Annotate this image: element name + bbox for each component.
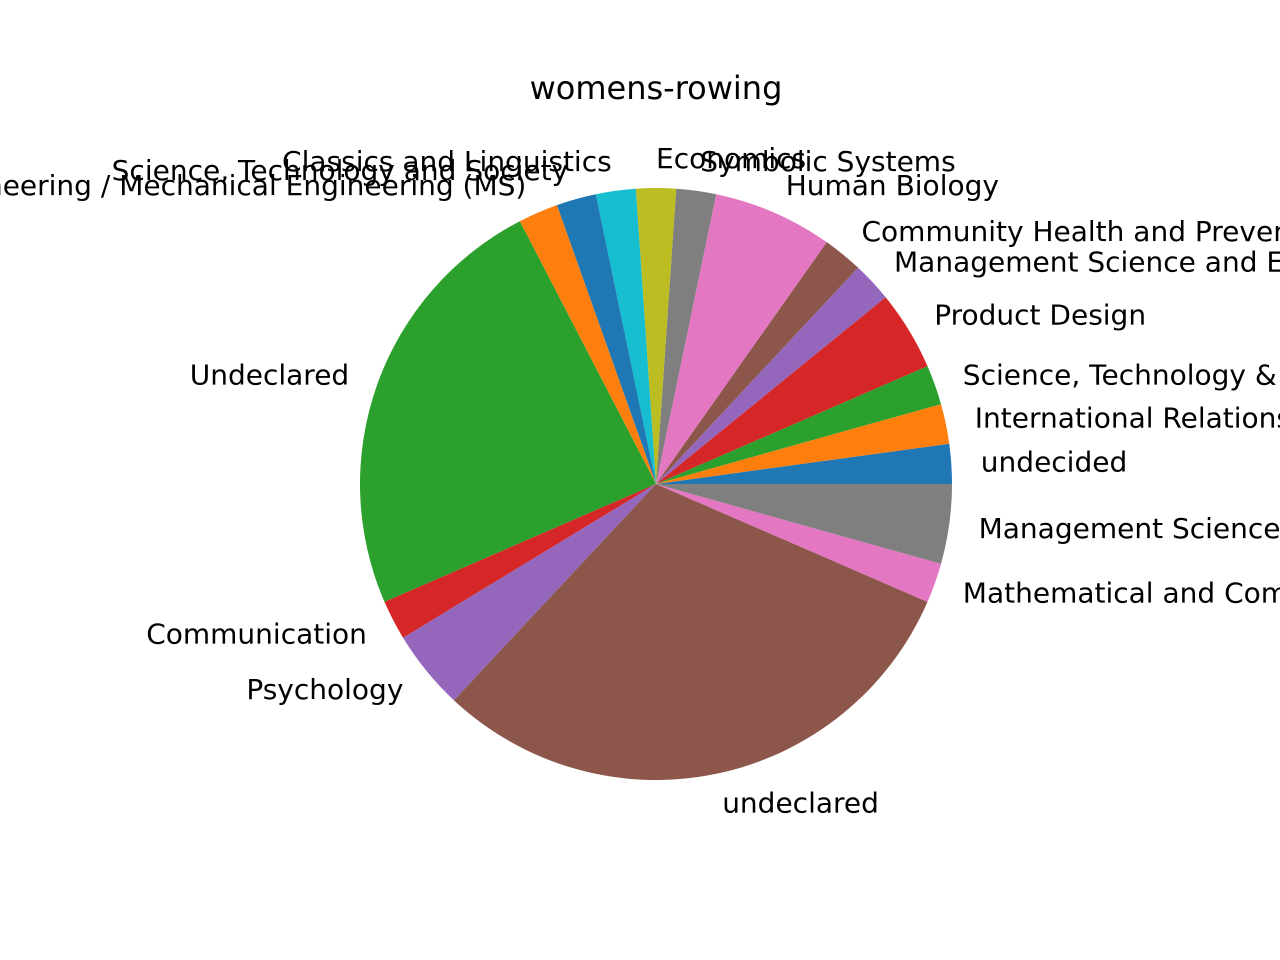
pie-slice-undeclared (360, 221, 656, 602)
pie-slice-communication (384, 484, 656, 638)
pie-slice-symbolic-systems (656, 188, 717, 484)
pie-label-symbolic-systems: Symbolic Systems (700, 145, 955, 178)
pie-slice-undecided (656, 443, 952, 484)
pie-slice-management-science-engineering (656, 484, 952, 564)
pie-slice-management-science-and-engineering (656, 267, 886, 484)
pie-label-communication: Communication (146, 617, 367, 650)
pie-label-undecided: undecided (981, 445, 1127, 478)
pie-label-mathematical-and-computational-science: Mathematical and Computational Science (963, 577, 1280, 610)
pie-labels: undecided International Relations Science,… (0, 142, 1280, 819)
pie-slice-human-biology (656, 194, 827, 484)
pie-label-economics: Economics (656, 142, 806, 175)
pie-label-product-design: Product Design (934, 298, 1146, 331)
pie-label-science-technology-and-society: Science, Technology and Society (112, 154, 569, 187)
pie-slice-engineering-mechanical-engineering-ms (519, 205, 656, 484)
pie-label-management-science-and-engineering: Management Science and Engineering (894, 245, 1280, 278)
pie-slice-product-design (656, 297, 928, 484)
pie-label-engineering-mechanical-engineering-ms: Engineering / Mechanical Engineering (MS… (0, 169, 526, 202)
pie-slice-psychology (403, 484, 656, 701)
pie-label-undeclared: Undeclared (190, 359, 349, 392)
pie-slice-classics-and-linguistics (595, 188, 656, 484)
pie-slice-economics (635, 187, 677, 484)
pie-slices (360, 187, 952, 781)
chart-title: womens-rowing (530, 69, 783, 107)
pie-label-management-science-engineering: Management Science & Engineering (979, 512, 1280, 545)
pie-slice-international-relations (656, 404, 950, 484)
pie-label-international-relations: International Relations (975, 401, 1280, 434)
pie-slice-undeclared (453, 484, 928, 781)
pie-slice-mathematical-and-computational-science (656, 484, 942, 602)
pie-slice-science-technology-and-society (556, 194, 656, 484)
pie-label-psychology: Psychology (246, 673, 403, 706)
pie-label-community-health-and-prevention-research: Community Health and Prevention Research (862, 215, 1280, 248)
pie-slice-science-technology-society (656, 366, 942, 484)
pie-label-human-biology: Human Biology (786, 169, 999, 202)
pie-label-undeclared: undeclared (722, 786, 879, 819)
pie-slice-community-health-and-prevention-research (656, 242, 859, 484)
pie-label-classics-and-linguistics: Classics and Linguistics (282, 145, 612, 178)
pie-label-science-technology-society: Science, Technology & Society (963, 359, 1280, 392)
